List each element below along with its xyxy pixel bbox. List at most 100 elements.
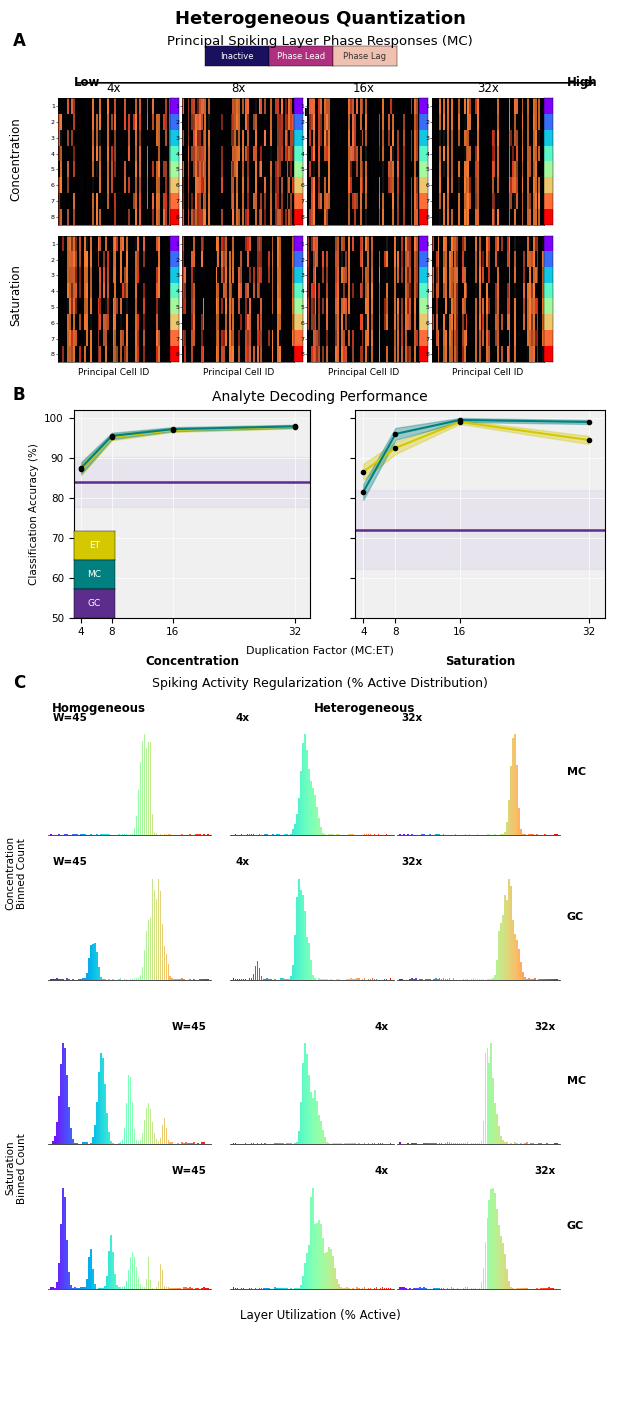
Bar — [298, 879, 300, 980]
Bar — [120, 1287, 122, 1289]
Bar — [326, 1141, 328, 1144]
Bar — [62, 1043, 64, 1144]
Bar — [522, 972, 524, 980]
Bar — [439, 1143, 440, 1144]
Bar — [294, 824, 296, 835]
Bar — [88, 1257, 90, 1289]
Bar — [166, 955, 167, 980]
Bar — [336, 1279, 338, 1289]
Bar — [518, 949, 520, 980]
Bar — [451, 1287, 452, 1289]
Bar — [314, 1224, 316, 1289]
Bar — [74, 456, 310, 507]
Bar — [168, 1140, 169, 1144]
Bar — [152, 1122, 153, 1144]
Bar — [126, 1280, 127, 1289]
Bar — [435, 979, 436, 980]
Bar — [157, 879, 159, 980]
Bar — [376, 1287, 378, 1289]
Bar — [102, 1059, 104, 1144]
Text: Principal Cell ID: Principal Cell ID — [452, 368, 524, 376]
Bar — [492, 1078, 494, 1144]
Bar — [143, 734, 145, 835]
Bar — [508, 799, 510, 835]
Bar — [504, 1254, 506, 1289]
Bar — [161, 1125, 163, 1144]
Bar — [134, 979, 136, 980]
Bar — [497, 1113, 498, 1144]
Bar — [364, 1287, 365, 1289]
Bar — [504, 894, 506, 980]
Bar — [318, 979, 320, 980]
Bar — [141, 967, 143, 980]
Bar — [291, 834, 292, 835]
Text: Low: Low — [74, 76, 100, 90]
Bar — [156, 1287, 157, 1289]
Text: Saturation: Saturation — [10, 264, 22, 326]
Bar — [154, 890, 156, 980]
Bar — [314, 1090, 316, 1144]
Bar — [528, 979, 530, 980]
Bar — [399, 1143, 401, 1144]
Bar — [90, 945, 92, 980]
Bar — [166, 834, 167, 835]
Text: Layer Utilization (% Active): Layer Utilization (% Active) — [239, 1309, 401, 1321]
Text: 32x: 32x — [402, 858, 423, 868]
Bar — [104, 1084, 106, 1144]
Bar — [140, 1283, 141, 1289]
Bar — [134, 828, 136, 835]
Bar — [86, 1279, 88, 1289]
Bar — [94, 943, 95, 980]
Bar — [483, 1120, 484, 1144]
Bar — [168, 965, 169, 980]
Bar — [146, 931, 147, 980]
Bar — [132, 1252, 133, 1289]
Bar — [56, 1282, 58, 1289]
Bar — [352, 1143, 353, 1144]
Bar — [66, 1075, 68, 1144]
Bar — [534, 979, 536, 980]
Bar — [260, 976, 262, 980]
Bar — [300, 890, 302, 980]
Bar — [128, 1075, 129, 1144]
Bar — [516, 765, 518, 835]
Bar — [486, 1217, 488, 1289]
Bar — [306, 1254, 308, 1289]
Bar — [497, 959, 498, 980]
Bar — [381, 1287, 383, 1289]
Bar — [302, 894, 304, 980]
Bar — [148, 1257, 149, 1289]
Bar — [92, 1137, 93, 1144]
Bar — [70, 1127, 72, 1144]
Bar — [108, 1132, 109, 1144]
Bar — [504, 1143, 506, 1144]
Bar — [316, 806, 318, 835]
Bar — [82, 1287, 84, 1289]
Bar — [52, 1287, 54, 1289]
Bar — [177, 1143, 179, 1144]
Text: Principal Spiking Layer Phase Responses (MC): Principal Spiking Layer Phase Responses … — [167, 35, 473, 48]
Bar — [120, 1141, 122, 1144]
Bar — [346, 1143, 348, 1144]
Text: Inactive: Inactive — [220, 52, 253, 60]
Bar — [172, 1143, 173, 1144]
Bar — [296, 897, 298, 980]
Bar — [508, 879, 510, 980]
Bar — [300, 1102, 302, 1144]
Bar — [506, 1143, 508, 1144]
Bar — [138, 789, 140, 835]
Bar — [118, 1287, 120, 1289]
Bar — [56, 979, 58, 980]
Bar — [66, 834, 68, 835]
Bar — [157, 1282, 159, 1289]
Bar — [166, 1287, 167, 1289]
Bar — [84, 977, 86, 980]
Bar — [328, 1143, 330, 1144]
Bar — [465, 1287, 467, 1289]
Text: 16x: 16x — [352, 83, 374, 95]
Bar — [506, 821, 508, 835]
Text: Heterogeneous Quantization: Heterogeneous Quantization — [175, 10, 465, 28]
Bar — [122, 1140, 124, 1144]
Bar — [312, 1098, 314, 1144]
Bar — [90, 1248, 92, 1289]
